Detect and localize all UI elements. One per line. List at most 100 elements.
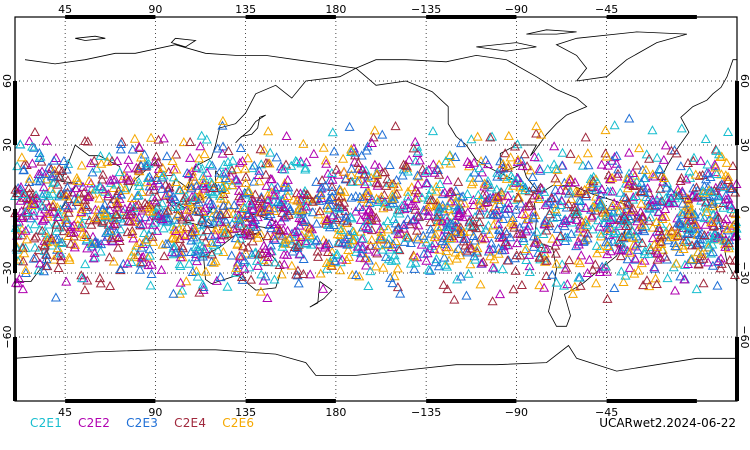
- observation-marker: [21, 234, 32, 244]
- observation-marker: [390, 255, 401, 265]
- observation-marker: [421, 237, 432, 247]
- observation-marker: [691, 182, 702, 192]
- observation-marker: [608, 227, 619, 237]
- observation-marker: [582, 233, 593, 243]
- observation-marker: [337, 254, 348, 264]
- observation-marker: [688, 152, 700, 162]
- observation-marker: [458, 233, 469, 243]
- observation-marker: [329, 255, 341, 265]
- observation-marker: [384, 159, 395, 170]
- observation-marker: [134, 141, 145, 151]
- observation-marker: [541, 270, 552, 281]
- observation-marker: [119, 203, 130, 213]
- observation-marker: [99, 209, 110, 219]
- observation-marker: [252, 260, 263, 270]
- observation-marker: [440, 259, 451, 269]
- observation-marker: [226, 250, 237, 260]
- observation-marker: [713, 231, 724, 241]
- observation-marker: [575, 195, 586, 206]
- observation-marker: [442, 201, 453, 211]
- observation-marker: [723, 174, 734, 185]
- observation-marker: [657, 196, 668, 206]
- observation-marker: [607, 200, 618, 210]
- observation-marker: [645, 244, 656, 254]
- observation-marker: [445, 218, 456, 228]
- observation-marker: [510, 175, 521, 186]
- observation-marker: [700, 133, 711, 144]
- observation-marker: [612, 206, 624, 216]
- observation-marker: [200, 236, 211, 246]
- observation-marker: [685, 204, 696, 214]
- observation-marker: [390, 121, 401, 131]
- observation-marker: [62, 187, 73, 197]
- observation-marker: [159, 251, 170, 261]
- observation-marker: [472, 131, 483, 141]
- observation-marker: [505, 232, 516, 242]
- observation-marker: [677, 240, 688, 250]
- observation-marker: [527, 171, 538, 182]
- observation-marker: [703, 239, 714, 249]
- observation-marker: [80, 199, 91, 209]
- observation-marker: [39, 204, 51, 214]
- observation-marker: [423, 210, 434, 220]
- observation-marker: [382, 216, 393, 226]
- observation-marker: [72, 175, 83, 185]
- observation-marker: [698, 185, 709, 196]
- observation-marker: [96, 239, 107, 249]
- observation-marker: [128, 203, 139, 213]
- observation-marker: [58, 155, 69, 165]
- observation-marker: [64, 254, 75, 264]
- observation-marker: [624, 147, 635, 157]
- observation-marker: [377, 244, 388, 254]
- observation-marker: [317, 182, 328, 192]
- observation-marker: [411, 225, 422, 235]
- observation-marker: [658, 154, 669, 164]
- observation-marker: [405, 237, 416, 247]
- observation-marker: [123, 175, 134, 185]
- observation-marker: [647, 169, 658, 179]
- observation-marker: [565, 148, 576, 158]
- observation-marker: [445, 196, 457, 206]
- observation-marker: [716, 179, 727, 189]
- observation-marker: [688, 155, 699, 165]
- observation-marker: [363, 188, 374, 198]
- observation-marker: [127, 144, 138, 154]
- observation-marker: [119, 184, 130, 195]
- observation-marker: [647, 125, 658, 135]
- observation-marker: [346, 146, 357, 157]
- observation-marker: [643, 200, 654, 210]
- observation-marker: [262, 292, 273, 302]
- observation-marker: [652, 247, 663, 257]
- observation-marker: [218, 200, 229, 210]
- observation-marker: [142, 252, 153, 262]
- observation-marker: [405, 258, 416, 268]
- observation-marker: [637, 211, 648, 221]
- observation-marker: [272, 182, 283, 192]
- observation-marker: [42, 261, 53, 271]
- observation-marker: [639, 226, 650, 236]
- observation-marker: [421, 177, 432, 188]
- observation-marker: [217, 120, 228, 130]
- observation-marker: [465, 172, 476, 182]
- observation-marker: [217, 181, 229, 192]
- observation-marker: [691, 192, 702, 202]
- observation-marker: [576, 250, 587, 260]
- observation-marker: [182, 211, 194, 221]
- observation-marker: [202, 225, 213, 235]
- observation-marker: [73, 195, 84, 205]
- observation-marker: [134, 264, 146, 274]
- observation-marker: [644, 281, 655, 291]
- observation-marker: [628, 192, 639, 202]
- observation-marker: [125, 209, 136, 219]
- observation-marker: [281, 130, 292, 141]
- observation-marker: [97, 169, 109, 179]
- observation-marker: [388, 213, 399, 224]
- observation-marker: [615, 199, 626, 209]
- observation-marker: [25, 213, 36, 223]
- observation-marker: [231, 262, 242, 272]
- observation-marker: [295, 196, 306, 206]
- observation-marker: [290, 155, 301, 165]
- observation-marker: [304, 230, 315, 240]
- observation-marker: [282, 249, 293, 259]
- observation-marker: [500, 237, 511, 247]
